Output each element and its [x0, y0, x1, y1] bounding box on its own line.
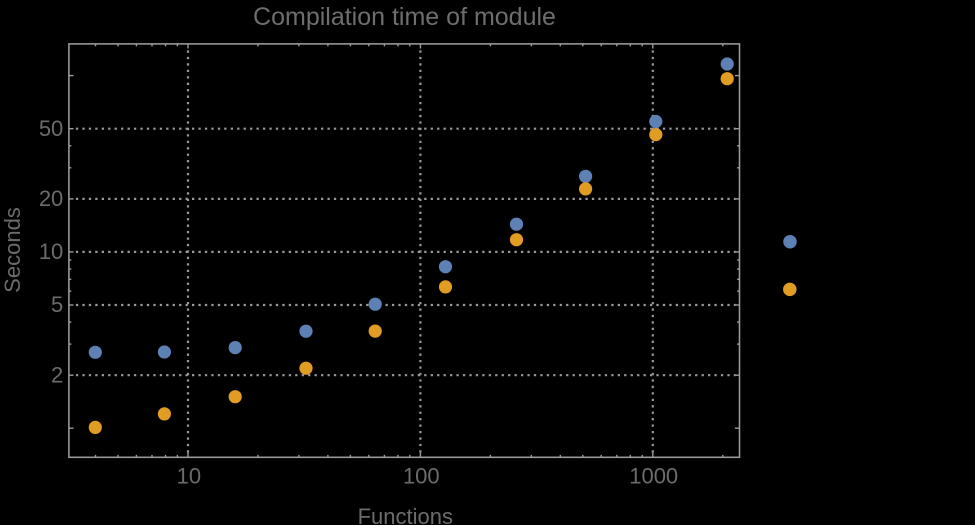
- svg-text:2: 2: [51, 362, 63, 387]
- svg-text:5: 5: [51, 292, 63, 317]
- svg-text:10: 10: [39, 239, 63, 264]
- svg-text:Seconds: Seconds: [0, 207, 25, 293]
- svg-text:20: 20: [39, 186, 63, 211]
- svg-text:Compilation time of module: Compilation time of module: [253, 3, 556, 31]
- svg-text:10: 10: [177, 464, 201, 489]
- svg-text:100: 100: [403, 464, 440, 489]
- svg-text:Functions: Functions: [358, 504, 453, 525]
- svg-text:1000: 1000: [629, 464, 678, 489]
- svg-text:50: 50: [39, 116, 63, 141]
